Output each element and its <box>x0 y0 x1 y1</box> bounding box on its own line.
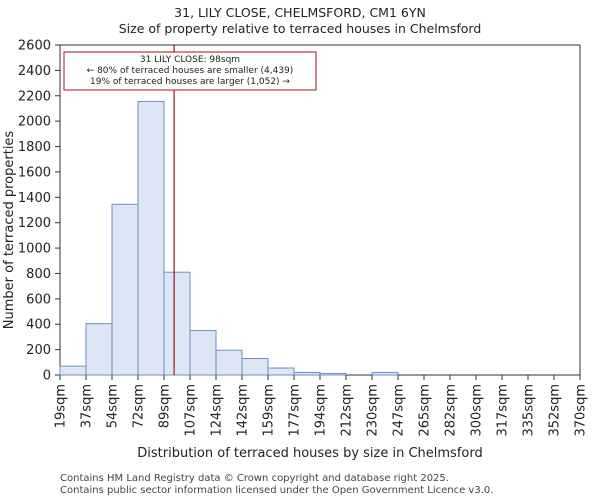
x-tick-label: 107sqm <box>184 384 199 437</box>
x-tick-label: 317sqm <box>496 384 511 437</box>
histogram-bar <box>163 271 191 376</box>
histogram-bar <box>189 330 217 376</box>
histogram-bar <box>137 100 165 376</box>
y-tick-label: 800 <box>26 267 51 282</box>
histogram-bar <box>319 372 347 376</box>
x-tick-label: 230sqm <box>366 384 381 437</box>
histogram-bar <box>85 323 113 376</box>
x-tick-label: 194sqm <box>314 384 329 437</box>
annotation-smaller: ← 80% of terraced houses are smaller (4,… <box>87 66 294 76</box>
chart-title: 31, LILY CLOSE, CHELMSFORD, CM1 6YN <box>174 5 426 20</box>
x-axis-label: Distribution of terraced houses by size … <box>137 446 482 461</box>
x-tick-label: 159sqm <box>262 384 277 437</box>
y-tick-label: 0 <box>43 369 51 384</box>
y-tick-label: 1400 <box>18 191 51 206</box>
x-tick-label: 19sqm <box>54 384 69 428</box>
y-tick-label: 1000 <box>18 242 51 257</box>
footer-licence: Contains public sector information licen… <box>60 485 494 496</box>
x-tick-label: 37sqm <box>80 384 95 428</box>
x-tick-label: 370sqm <box>574 384 589 437</box>
histogram-bar <box>215 349 243 376</box>
chart-subtitle: Size of property relative to terraced ho… <box>118 21 482 36</box>
histogram-bar <box>59 365 87 376</box>
x-tick-label: 212sqm <box>340 384 355 437</box>
x-tick-label: 265sqm <box>418 384 433 437</box>
x-tick-label: 300sqm <box>470 384 485 437</box>
y-tick-label: 1800 <box>18 140 51 155</box>
annotation-box <box>63 51 317 91</box>
annotation-title: 31 LILY CLOSE: 98sqm <box>140 55 240 65</box>
x-tick-label: 177sqm <box>288 384 303 437</box>
y-tick-label: 2000 <box>18 115 51 130</box>
y-tick-label: 1200 <box>18 216 51 231</box>
y-tick-label: 200 <box>26 343 51 358</box>
histogram-bar <box>111 203 139 376</box>
y-tick-label: 2600 <box>18 39 51 54</box>
histogram-bar <box>293 371 321 376</box>
histogram-bar <box>241 358 269 376</box>
y-tick-label: 2200 <box>18 89 51 104</box>
x-tick-label: 72sqm <box>132 384 147 428</box>
footer-copyright: Contains HM Land Registry data © Crown c… <box>60 473 449 484</box>
y-tick-label: 400 <box>26 318 51 333</box>
annotation-larger: 19% of terraced houses are larger (1,052… <box>90 77 290 87</box>
y-axis-label: Number of terraced properties <box>2 131 17 330</box>
y-tick-label: 1600 <box>18 165 51 180</box>
y-tick-label: 2400 <box>18 64 51 79</box>
x-tick-label: 335sqm <box>522 384 537 437</box>
x-tick-label: 282sqm <box>444 384 459 437</box>
x-tick-label: 247sqm <box>392 384 407 437</box>
x-tick-label: 54sqm <box>106 384 121 428</box>
x-tick-label: 142sqm <box>236 384 251 437</box>
y-tick-label: 600 <box>26 292 51 307</box>
x-tick-label: 124sqm <box>210 384 225 437</box>
histogram-bar <box>267 367 295 376</box>
histogram-bar <box>371 371 399 376</box>
x-tick-label: 352sqm <box>548 384 563 437</box>
x-tick-label: 89sqm <box>158 384 173 428</box>
